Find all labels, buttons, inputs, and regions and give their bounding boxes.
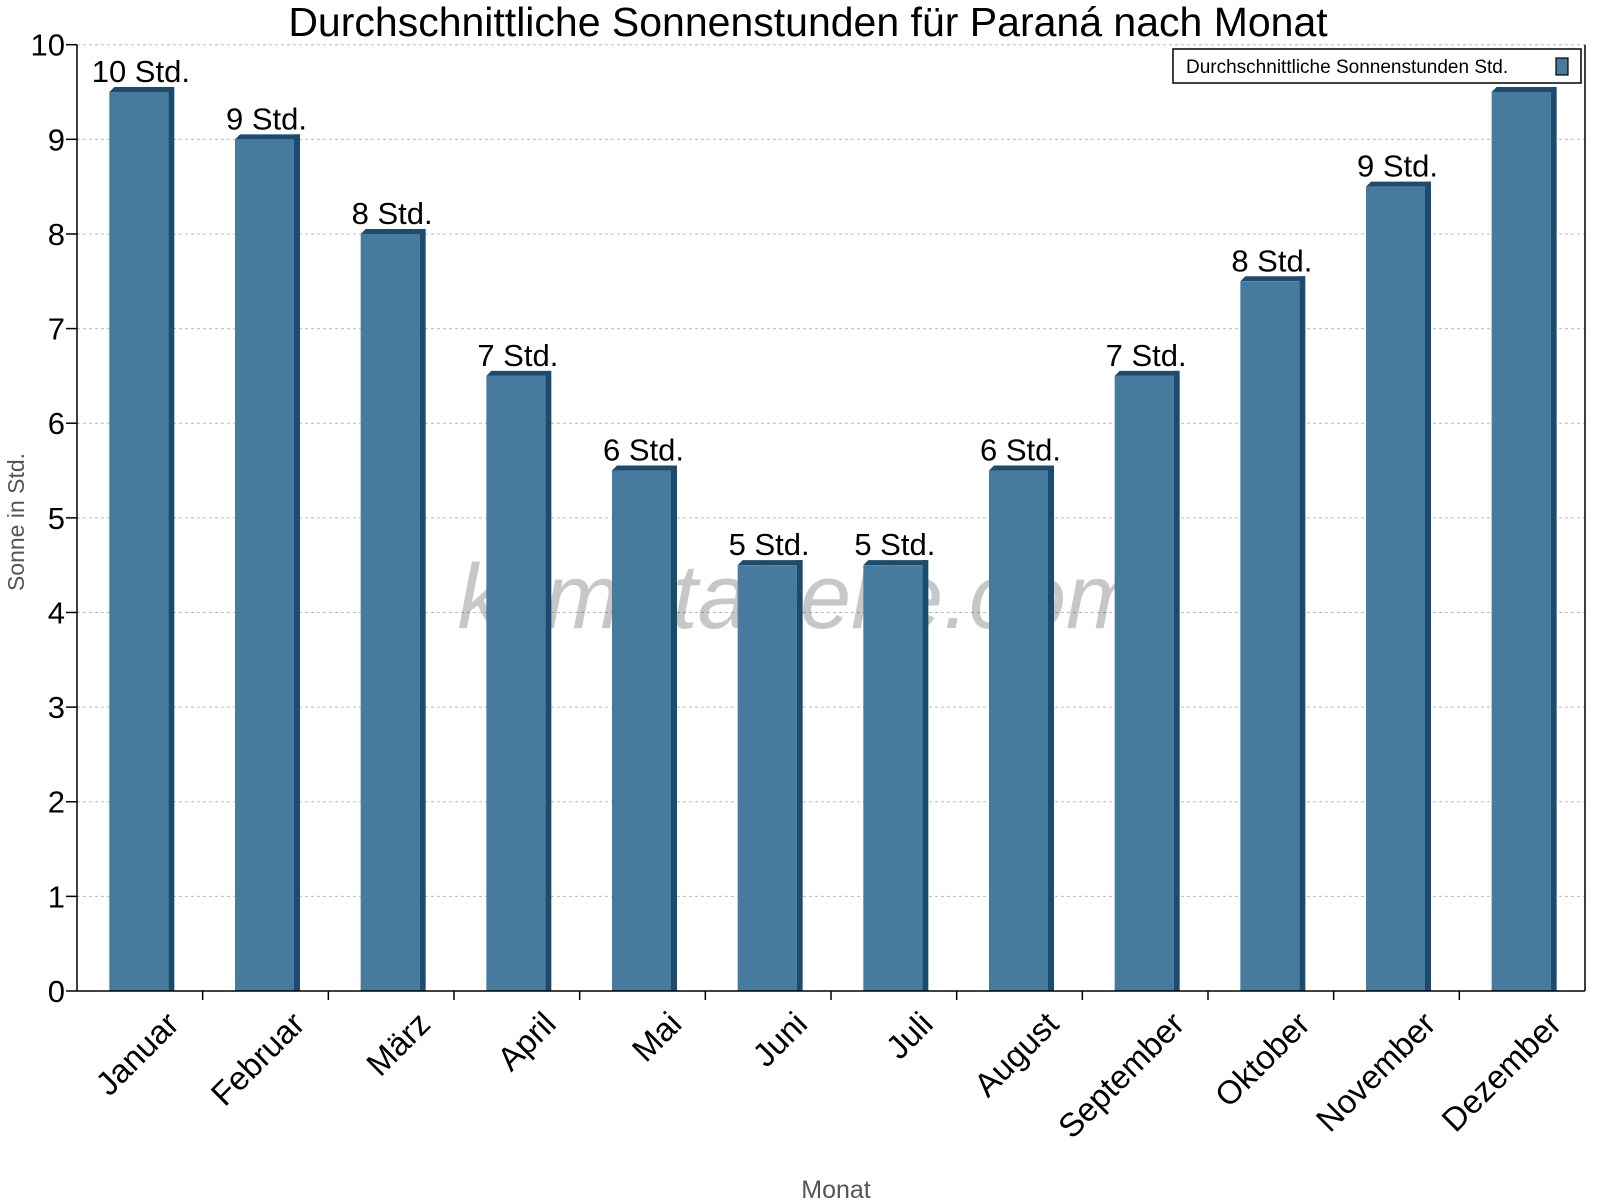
bar xyxy=(737,565,797,991)
bar-top xyxy=(863,560,929,566)
bar-top xyxy=(1240,276,1306,282)
legend-swatch xyxy=(1555,57,1569,76)
bar xyxy=(612,470,671,991)
x-tick-label: April xyxy=(490,1005,563,1078)
bar-side xyxy=(922,560,929,991)
y-tick-label: 3 xyxy=(48,690,65,725)
y-tick-label: 0 xyxy=(48,974,65,1009)
bar-top xyxy=(486,370,552,376)
bar-top xyxy=(1491,87,1557,93)
y-tick-label: 5 xyxy=(48,501,65,536)
bar xyxy=(1114,375,1174,991)
bar-top xyxy=(737,560,803,566)
y-tick-label: 7 xyxy=(48,312,65,347)
bars: 10 Std. 9 Std. 8 Std. 7 Std. 6 Std. 5 Std. 5 S… xyxy=(92,54,1557,991)
data-label: 7 Std. xyxy=(477,338,558,373)
bar xyxy=(235,139,294,991)
bar-side xyxy=(1550,87,1557,991)
bar-top xyxy=(235,134,300,140)
y-tick-label: 10 xyxy=(31,28,65,63)
bar xyxy=(989,470,1048,991)
x-tick-label: September xyxy=(1051,1005,1191,1145)
bar-top xyxy=(1114,370,1180,376)
bar-top xyxy=(1366,181,1431,187)
data-label: 7 Std. xyxy=(1106,338,1187,373)
bar xyxy=(863,565,923,991)
bar xyxy=(1366,186,1425,991)
bar xyxy=(1240,281,1300,991)
x-tick-label: August xyxy=(967,1005,1066,1104)
y-tick-label: 6 xyxy=(48,406,65,441)
data-label: 6 Std. xyxy=(980,433,1061,468)
bar-side xyxy=(294,134,300,991)
bar xyxy=(1491,92,1551,991)
data-label: 5 Std. xyxy=(854,527,935,562)
bar-side xyxy=(419,228,426,991)
bar-side xyxy=(1425,181,1431,991)
bar-side xyxy=(1048,465,1054,991)
bar-side xyxy=(545,370,552,991)
y-tick-label: 4 xyxy=(48,595,65,630)
x-tick-label: November xyxy=(1309,1005,1443,1139)
data-label: 9 Std. xyxy=(1357,149,1438,184)
y-tick-label: 1 xyxy=(48,879,65,914)
x-tick-label: Juni xyxy=(745,1005,814,1074)
data-label: 10 Std. xyxy=(92,54,190,89)
y-tick-label: 9 xyxy=(48,122,65,157)
bar-top xyxy=(989,465,1054,471)
x-tick-label: Juli xyxy=(879,1005,940,1066)
y-axis-title: Sonne in Std. xyxy=(3,453,29,591)
legend: Durchschnittliche Sonnenstunden Std. xyxy=(1172,48,1582,84)
data-label: 8 Std. xyxy=(352,196,433,231)
bar xyxy=(360,233,420,991)
bar-side xyxy=(796,560,803,991)
x-tick-label: Januar xyxy=(88,1005,186,1103)
bar-side xyxy=(1173,370,1180,991)
grid-lines xyxy=(77,44,1585,897)
y-tick-label: 8 xyxy=(48,217,65,252)
bar-top xyxy=(360,228,426,234)
x-axis-title: Monat xyxy=(801,1176,871,1200)
x-tick-label: März xyxy=(359,1005,437,1083)
x-tick-label: Dezember xyxy=(1434,1005,1568,1139)
y-tick-label: 2 xyxy=(48,785,65,820)
bar-top xyxy=(109,87,175,93)
x-tick-label: Februar xyxy=(204,1005,312,1113)
bar-side xyxy=(671,465,677,991)
chart-title: Durchschnittliche Sonnenstunden für Para… xyxy=(288,0,1328,45)
data-label: 8 Std. xyxy=(1231,243,1312,278)
x-tick-label: Mai xyxy=(625,1005,689,1069)
legend-box xyxy=(1172,48,1582,84)
x-tick-label: Oktober xyxy=(1208,1005,1317,1114)
bar-side xyxy=(1299,276,1306,991)
data-label: 6 Std. xyxy=(603,433,684,468)
data-label: 5 Std. xyxy=(729,527,810,562)
bar xyxy=(486,375,546,991)
bar-top xyxy=(612,465,677,471)
data-label: 9 Std. xyxy=(226,101,307,136)
bar xyxy=(109,92,169,991)
bar-side xyxy=(168,87,175,991)
legend-label: Durchschnittliche Sonnenstunden Std. xyxy=(1186,57,1508,78)
